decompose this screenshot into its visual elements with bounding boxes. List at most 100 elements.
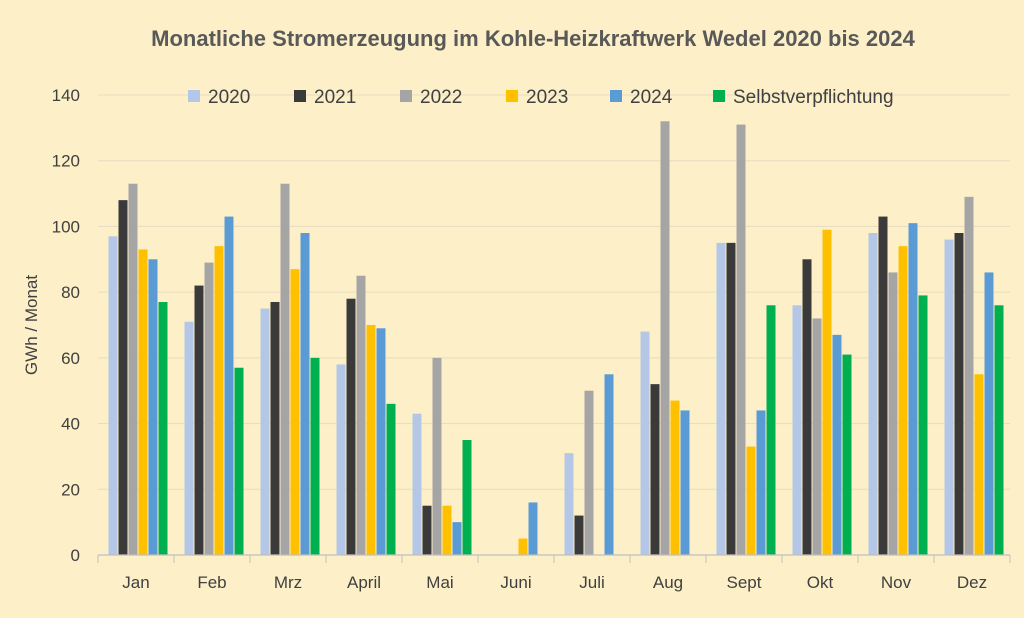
- x-axis: [97, 554, 1011, 563]
- legend-label-selbstverpflichtung: Selbstverpflichtung: [733, 87, 894, 108]
- bar-2024-juli: [604, 374, 614, 555]
- x-axis-categories: Jan Feb Mrz April Mai Juni Juli Aug Sept Okt Nov De…: [122, 573, 987, 592]
- y-tick-label: 100: [52, 217, 80, 236]
- legend-label-2022: 2022: [420, 87, 462, 108]
- x-category-label: Aug: [653, 573, 683, 592]
- bar-selbstverpflichtung-jan: [158, 302, 168, 555]
- bar-2020-mai: [412, 413, 422, 555]
- bars: [108, 121, 1004, 556]
- bar-2020-dez: [944, 239, 954, 556]
- y-tick-label: 40: [61, 415, 80, 434]
- bar-selbstverpflichtung-feb: [234, 367, 244, 555]
- bar-selbstverpflichtung-mrz: [310, 357, 320, 555]
- bar-2023-april: [366, 325, 376, 555]
- bar-2023-juni: [518, 538, 528, 555]
- bar-2023-aug: [670, 400, 680, 555]
- bar-2024-sept: [756, 410, 766, 555]
- bar-2021-sept: [726, 242, 736, 555]
- bar-2022-juli: [584, 390, 594, 555]
- bar-2020-feb: [184, 321, 194, 555]
- bar-2024-aug: [680, 410, 690, 555]
- bar-2024-jan: [148, 259, 158, 555]
- y-axis-ticks: 0 20 40 60 80 100 120 140: [52, 86, 80, 565]
- y-tick-label: 60: [61, 349, 80, 368]
- bar-2024-juni: [528, 502, 538, 555]
- bar-2021-feb: [194, 285, 204, 555]
- x-category-label: Mrz: [274, 573, 302, 592]
- bar-2021-mai: [422, 505, 432, 555]
- bar-2021-jan: [118, 200, 128, 555]
- x-category-label: Sept: [727, 573, 762, 592]
- gridlines: [98, 94, 1010, 490]
- x-category-label: Okt: [807, 573, 834, 592]
- legend: 2020 2021 2022 2023 2024 Selbstverpflichtung: [188, 87, 894, 108]
- legend-label-2021: 2021: [314, 87, 356, 108]
- bar-2024-mai: [452, 522, 462, 555]
- x-category-label: April: [347, 573, 381, 592]
- bar-2020-sept: [716, 242, 726, 555]
- bar-2020-juli: [564, 453, 574, 555]
- bar-2022-april: [356, 275, 366, 555]
- legend-swatch-2021: [294, 90, 306, 102]
- bar-2021-okt: [802, 259, 812, 555]
- legend-label-2020: 2020: [208, 87, 250, 108]
- y-tick-label: 80: [61, 283, 80, 302]
- bar-2024-april: [376, 328, 386, 555]
- legend-swatch-2024: [610, 90, 622, 102]
- bar-2021-juli: [574, 515, 584, 555]
- bar-2021-nov: [878, 216, 888, 556]
- bar-2022-feb: [204, 262, 214, 555]
- bar-2020-april: [336, 364, 346, 555]
- bar-2022-aug: [660, 121, 670, 556]
- bar-2023-sept: [746, 446, 756, 555]
- bar-2022-sept: [736, 124, 746, 556]
- bar-2021-dez: [954, 233, 964, 555]
- bar-selbstverpflichtung-sept: [766, 305, 776, 555]
- x-category-label: Mai: [426, 573, 453, 592]
- bar-2024-nov: [908, 223, 918, 555]
- bar-2023-nov: [898, 246, 908, 555]
- bar-2020-mrz: [260, 308, 270, 555]
- bar-selbstverpflichtung-okt: [842, 354, 852, 555]
- bar-2023-mrz: [290, 269, 300, 555]
- bar-2023-jan: [138, 249, 148, 555]
- x-category-label: Jan: [122, 573, 149, 592]
- y-tick-label: 20: [61, 480, 80, 499]
- y-tick-label: 120: [52, 152, 80, 171]
- bar-2022-mrz: [280, 183, 290, 555]
- bar-2020-okt: [792, 305, 802, 555]
- bar-2023-dez: [974, 374, 984, 555]
- bar-2024-dez: [984, 272, 994, 555]
- bar-2020-aug: [640, 331, 650, 555]
- bar-2023-feb: [214, 246, 224, 555]
- legend-swatch-2023: [506, 90, 518, 102]
- bar-2021-aug: [650, 384, 660, 555]
- bar-selbstverpflichtung-nov: [918, 295, 928, 555]
- bar-2020-nov: [868, 233, 878, 555]
- x-category-label: Nov: [881, 573, 912, 592]
- x-category-label: Dez: [957, 573, 987, 592]
- chart-title: Monatliche Stromerzeugung im Kohle-Heizk…: [151, 26, 915, 51]
- bar-2021-mrz: [270, 302, 280, 555]
- y-axis-label: GWh / Monat: [22, 275, 41, 375]
- bar-2023-mai: [442, 505, 452, 555]
- x-category-label: Juni: [500, 573, 531, 592]
- x-category-label: Feb: [197, 573, 226, 592]
- bar-2022-mai: [432, 357, 442, 555]
- bar-2022-jan: [128, 183, 138, 555]
- bar-2020-jan: [108, 236, 118, 556]
- legend-label-2024: 2024: [630, 87, 673, 108]
- legend-swatch-2022: [400, 90, 412, 102]
- y-tick-label: 140: [52, 86, 80, 105]
- bar-2022-dez: [964, 196, 974, 555]
- bar-2024-okt: [832, 334, 842, 555]
- bar-selbstverpflichtung-dez: [994, 305, 1004, 555]
- legend-swatch-selbstverpflichtung: [713, 90, 725, 102]
- bar-2022-nov: [888, 272, 898, 555]
- y-tick-label: 0: [71, 546, 80, 565]
- legend-label-2023: 2023: [526, 87, 568, 108]
- bar-selbstverpflichtung-april: [386, 403, 396, 555]
- bar-2021-april: [346, 298, 356, 555]
